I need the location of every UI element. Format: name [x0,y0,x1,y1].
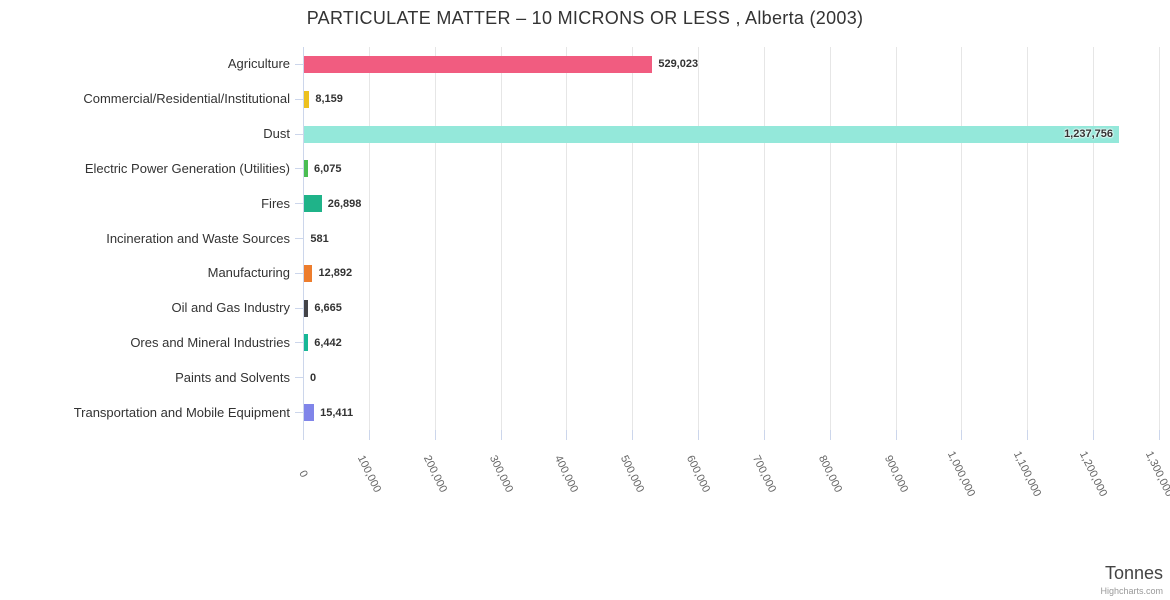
category-label: Transportation and Mobile Equipment [73,404,290,420]
x-axis-title: Tonnes [1104,563,1163,583]
category-tick [295,98,303,100]
chart-title: PARTICULATE MATTER – 10 MICRONS OR LESS … [306,8,864,28]
category-label: Oil and Gas Industry [171,300,291,316]
x-axis-tick [1159,430,1160,440]
category-tick [295,168,303,170]
highcharts-credits-link[interactable]: Highcharts.com [1100,586,1163,596]
bar[interactable] [304,160,308,178]
x-grid-line [368,47,370,430]
category-label: Paints and Solvents [175,369,290,385]
x-grid-line [1093,47,1095,430]
x-axis-tick [434,430,436,440]
bar-value-label: 6,665 [314,302,342,315]
bar[interactable] [304,125,1119,143]
bar[interactable] [304,90,310,108]
x-axis-tick-label: 700,000 [749,453,779,495]
x-axis-tick [698,430,700,440]
x-axis-tick-label: 600,000 [683,453,713,495]
x-axis-tick-label: 200,000 [420,453,449,495]
bar-value-label: 26,898 [327,197,362,210]
bar-value-label: 6,075 [314,162,342,175]
x-grid-line [895,47,897,430]
x-axis-tick-label: 1,200,000 [1077,449,1110,499]
x-grid-line [500,47,502,430]
x-axis-tick-label: 300,000 [486,453,515,495]
x-axis-tick [895,430,897,440]
x-axis-tick [763,430,765,440]
x-axis-tick [368,430,370,440]
bar[interactable] [304,264,313,282]
x-axis-tick-label: 100,000 [354,453,383,495]
category-tick [295,272,303,274]
category-label: Manufacturing [207,265,290,281]
x-axis-tick-label: 1,100,000 [1011,449,1044,499]
x-axis-tick [1027,430,1029,440]
category-tick [295,342,303,344]
bar-value-label: 15,411 [320,406,354,419]
bar-value-label: 529,023 [658,58,699,71]
x-axis-tick-label: 800,000 [815,453,844,495]
bar-value-label: 12,892 [318,267,353,280]
bar-value-label: 8,159 [315,93,343,106]
category-tick [295,307,303,309]
bar-value-label: 0 [310,371,317,384]
category-tick [295,238,303,239]
x-grid-line [1159,47,1160,430]
category-tick [295,203,303,205]
x-grid-line [566,47,568,430]
x-axis-tick [303,430,304,440]
x-grid-line [632,47,634,430]
x-axis-tick [632,430,634,440]
x-axis-tick-label: 0 [296,468,310,480]
y-axis-line [303,47,304,430]
x-grid-line [763,47,765,430]
x-axis-tick [961,430,963,440]
x-axis-tick-label: 1,000,000 [945,449,978,499]
bar[interactable] [304,55,653,73]
x-axis-tick-label: 500,000 [618,453,647,495]
category-label: Incineration and Waste Sources [106,230,290,246]
category-label: Agriculture [227,56,290,72]
x-axis-tick [1093,430,1095,440]
x-grid-line [1027,47,1029,430]
category-label: Fires [261,195,290,211]
bar-value-label: 581 [310,232,329,245]
x-axis-tick [500,430,502,440]
bar-value-label: 6,442 [314,336,342,349]
category-label: Commercial/Residential/Institutional [83,91,290,107]
x-grid-line [434,47,436,430]
category-label: Dust [263,126,290,142]
category-tick [295,412,303,414]
x-axis-tick-label: 1,300,000 [1142,449,1170,499]
bar-value-label: 1,237,756 [1064,128,1113,141]
bar[interactable] [304,334,309,352]
x-axis-tick-label: 900,000 [881,453,910,495]
category-label: Ores and Mineral Industries [130,334,290,350]
bar[interactable] [304,404,315,422]
x-axis-tick [829,430,831,440]
category-label: Electric Power Generation (Utilities) [84,160,290,176]
category-tick [295,133,303,135]
category-tick [295,377,303,379]
bar[interactable] [304,299,309,317]
x-axis-tick [566,430,568,440]
x-grid-line [698,47,700,430]
category-tick [295,63,303,65]
x-grid-line [961,47,963,430]
x-grid-line [829,47,831,430]
bar[interactable] [304,195,322,213]
x-axis-tick-label: 400,000 [552,453,581,495]
